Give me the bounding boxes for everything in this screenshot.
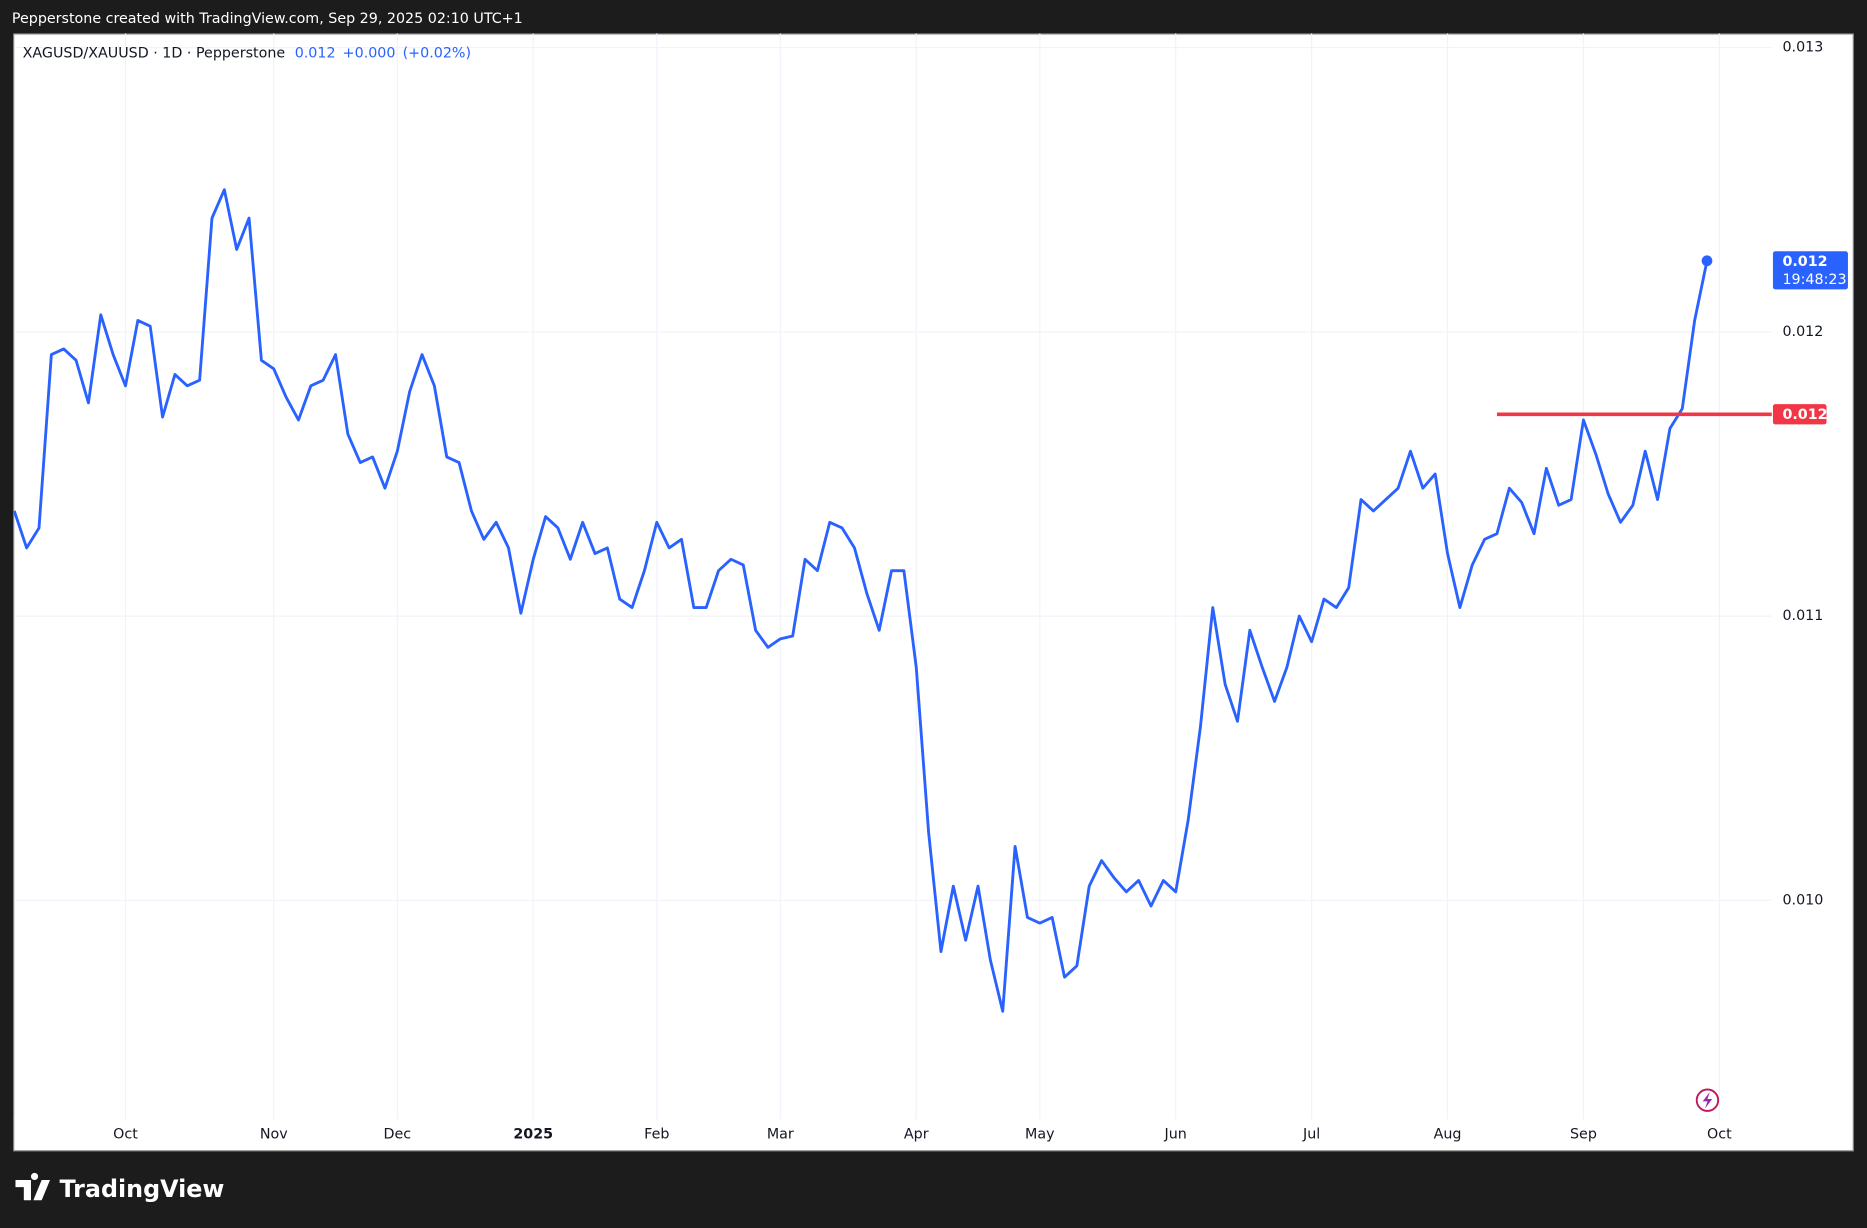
top-bar-text: Pepperstone created with TradingView.com… xyxy=(12,11,523,27)
change-percent: (+0.02%) xyxy=(403,46,471,62)
footer-logo-text: TradingView xyxy=(60,1175,225,1203)
symbol-title: XAGUSD/XAUUSD · 1D · Pepperstone xyxy=(23,46,286,62)
last-price: 0.012 xyxy=(295,46,336,62)
x-tick-label: Mar xyxy=(767,1127,794,1143)
plot: 0.012 0.012 19:48:23 xyxy=(12,188,1848,1013)
level-badge xyxy=(1772,404,1827,425)
x-tick-label: Nov xyxy=(260,1127,288,1143)
y-tick-label: 0.013 xyxy=(1782,40,1823,56)
x-tick-label: Sep xyxy=(1570,1127,1597,1143)
y-tick-label: 0.010 xyxy=(1782,892,1823,908)
x-tick-label: Feb xyxy=(644,1127,669,1143)
price-badge-value: 0.012 xyxy=(1782,254,1827,270)
y-tick-label: 0.011 xyxy=(1782,608,1823,624)
x-tick-label: Aug xyxy=(1434,1127,1462,1143)
footer-logo: TradingView xyxy=(15,1172,225,1203)
price-badge xyxy=(1772,251,1848,290)
grid: 0.013 0.012 0.011 0.010 Oct Nov Dec 2025 Feb Mar A… xyxy=(14,33,1823,1143)
header: XAGUSD/XAUUSD · 1D · Pepperstone 0.012 +… xyxy=(23,46,471,62)
x-tick-label: Jun xyxy=(1164,1127,1187,1143)
lightning-icon xyxy=(1695,1088,1720,1112)
price-badge-countdown: 19:48:23 xyxy=(1782,272,1846,288)
x-tick-label: May xyxy=(1025,1127,1055,1143)
x-tick-label: Oct xyxy=(113,1127,138,1143)
level-label: 0.012 xyxy=(1782,407,1827,423)
x-tick-label: Apr xyxy=(904,1127,929,1143)
x-tick-label: Oct xyxy=(1707,1127,1732,1143)
chart-panel xyxy=(13,33,1854,1152)
x-tick-label: Dec xyxy=(384,1127,412,1143)
last-point xyxy=(1701,255,1713,267)
y-tick-label: 0.012 xyxy=(1782,324,1823,340)
price-line xyxy=(12,188,1709,1013)
x-tick-label: Jul xyxy=(1302,1127,1320,1143)
change: +0.000 xyxy=(343,46,396,62)
x-tick-label: 2025 xyxy=(513,1127,553,1143)
